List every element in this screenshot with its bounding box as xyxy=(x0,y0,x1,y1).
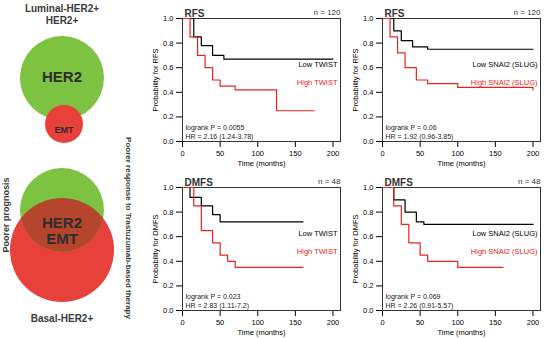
svg-text:Probability for DMFS: Probability for DMFS xyxy=(351,214,360,283)
svg-text:150: 150 xyxy=(289,318,302,327)
svg-text:0.2: 0.2 xyxy=(363,112,373,121)
svg-text:Probability for DMFS: Probability for DMFS xyxy=(151,214,160,283)
svg-text:0.2: 0.2 xyxy=(163,112,173,121)
svg-text:0.0: 0.0 xyxy=(163,137,173,146)
svg-text:0.6: 0.6 xyxy=(363,63,373,72)
svg-text:High TWIST: High TWIST xyxy=(297,247,338,256)
svg-text:0.4: 0.4 xyxy=(363,88,373,97)
svg-text:Luminal-HER2+HER2+: Luminal-HER2+HER2+ xyxy=(25,3,99,26)
svg-text:1.0: 1.0 xyxy=(363,14,373,23)
svg-text:0.8: 0.8 xyxy=(363,39,373,48)
svg-text:0.0: 0.0 xyxy=(363,137,373,146)
svg-text:150: 150 xyxy=(289,149,302,158)
svg-text:100: 100 xyxy=(251,149,264,158)
svg-text:HER2: HER2 xyxy=(42,214,82,231)
svg-text:HER2: HER2 xyxy=(42,68,82,85)
svg-text:0: 0 xyxy=(380,318,384,327)
svg-text:logrank P = 0.069HR = 2.26 (0.: logrank P = 0.069HR = 2.26 (0.91-5.57) xyxy=(386,293,454,309)
svg-text:0.6: 0.6 xyxy=(163,63,173,72)
svg-text:0.2: 0.2 xyxy=(363,281,373,290)
svg-text:0.6: 0.6 xyxy=(363,232,373,241)
svg-text:n = 120: n = 120 xyxy=(514,8,541,17)
svg-text:Poorer response to Trastuzumab: Poorer response to Trastuzumab-based the… xyxy=(124,137,133,319)
svg-text:100: 100 xyxy=(251,318,264,327)
svg-text:RFS: RFS xyxy=(385,8,405,19)
svg-text:1.0: 1.0 xyxy=(163,14,173,23)
svg-text:Low SNAI2 (SLUG): Low SNAI2 (SLUG) xyxy=(472,229,538,238)
svg-text:Time (months): Time (months) xyxy=(237,328,286,337)
svg-text:n = 120: n = 120 xyxy=(314,8,341,17)
svg-text:Probability for RFS: Probability for RFS xyxy=(151,49,160,112)
svg-text:0.0: 0.0 xyxy=(363,306,373,315)
svg-text:0.8: 0.8 xyxy=(163,208,173,217)
svg-text:DMFS: DMFS xyxy=(385,177,414,188)
svg-text:0.6: 0.6 xyxy=(163,232,173,241)
svg-text:logrank P = 0.023HR = 2.83 (1.: logrank P = 0.023HR = 2.83 (1.11-7.2) xyxy=(186,293,250,309)
svg-text:DMFS: DMFS xyxy=(185,177,214,188)
svg-text:150: 150 xyxy=(489,318,502,327)
svg-text:Time (months): Time (months) xyxy=(437,328,486,337)
svg-text:0.4: 0.4 xyxy=(163,257,173,266)
svg-text:0.4: 0.4 xyxy=(363,257,373,266)
svg-text:High SNAI2 (SLUG): High SNAI2 (SLUG) xyxy=(471,247,538,256)
svg-text:200: 200 xyxy=(327,318,340,327)
svg-text:RFS: RFS xyxy=(185,8,205,19)
svg-text:logrank P = 0.0055HR = 2.16 (1: logrank P = 0.0055HR = 2.16 (1.24-3.78) xyxy=(186,124,254,140)
svg-text:100: 100 xyxy=(451,318,464,327)
svg-text:50: 50 xyxy=(416,149,424,158)
svg-text:1.0: 1.0 xyxy=(363,183,373,192)
svg-text:0.0: 0.0 xyxy=(163,306,173,315)
svg-text:0.2: 0.2 xyxy=(163,281,173,290)
svg-text:50: 50 xyxy=(416,318,424,327)
svg-text:Time (months): Time (months) xyxy=(437,159,486,168)
svg-text:0: 0 xyxy=(380,149,384,158)
svg-text:0: 0 xyxy=(180,149,184,158)
svg-text:n = 48: n = 48 xyxy=(518,177,541,186)
svg-text:n = 48: n = 48 xyxy=(318,177,341,186)
svg-text:0: 0 xyxy=(180,318,184,327)
svg-text:200: 200 xyxy=(327,149,340,158)
svg-text:High SNAI2 (SLUG): High SNAI2 (SLUG) xyxy=(471,78,538,87)
svg-text:50: 50 xyxy=(216,149,224,158)
svg-text:Time (months): Time (months) xyxy=(237,159,286,168)
svg-text:Poorer prognosis: Poorer prognosis xyxy=(1,177,11,252)
svg-text:150: 150 xyxy=(489,149,502,158)
svg-text:EMT: EMT xyxy=(55,125,75,135)
svg-text:Basal-HER2+: Basal-HER2+ xyxy=(31,313,94,324)
svg-text:Low TWIST: Low TWIST xyxy=(298,229,337,238)
svg-text:50: 50 xyxy=(216,318,224,327)
svg-text:Probability for RFS: Probability for RFS xyxy=(351,49,360,112)
svg-text:High TWIST: High TWIST xyxy=(297,78,338,87)
svg-text:Low SNAI2 (SLUG): Low SNAI2 (SLUG) xyxy=(472,60,538,69)
svg-text:0.8: 0.8 xyxy=(163,39,173,48)
svg-text:200: 200 xyxy=(527,318,540,327)
svg-text:0.8: 0.8 xyxy=(363,208,373,217)
svg-text:200: 200 xyxy=(527,149,540,158)
svg-text:100: 100 xyxy=(451,149,464,158)
svg-text:Low TWIST: Low TWIST xyxy=(298,60,337,69)
svg-text:1.0: 1.0 xyxy=(163,183,173,192)
svg-text:0.4: 0.4 xyxy=(163,88,173,97)
svg-text:logrank P = 0.06HR = 1.92 (0.9: logrank P = 0.06HR = 1.92 (0.96-3.85) xyxy=(386,124,454,140)
svg-text:EMT: EMT xyxy=(46,230,78,247)
